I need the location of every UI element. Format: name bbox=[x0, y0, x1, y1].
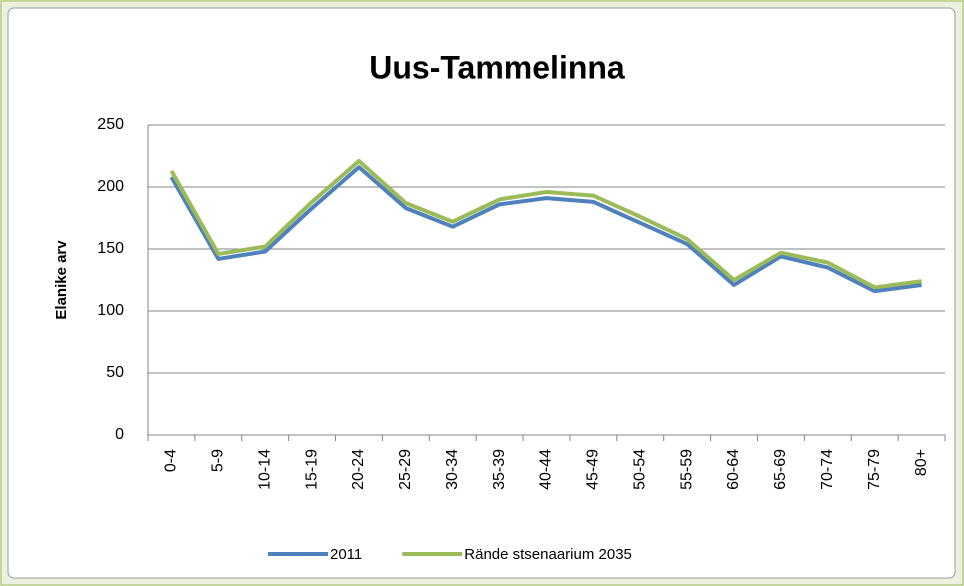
y-tick-label: 250 bbox=[97, 116, 124, 133]
legend-label: Rände stsenaarium 2035 bbox=[464, 546, 632, 563]
y-tick-label: 150 bbox=[97, 240, 124, 257]
y-tick-label: 100 bbox=[97, 302, 124, 319]
x-tick-label: 40-44 bbox=[538, 449, 555, 490]
legend-label: 2011 bbox=[330, 546, 362, 563]
x-tick-label: 80+ bbox=[913, 449, 930, 476]
x-tick-label: 65-69 bbox=[772, 449, 789, 490]
x-tick-label: 60-64 bbox=[725, 449, 742, 490]
x-tick-label: 30-34 bbox=[444, 449, 461, 490]
y-tick-label: 0 bbox=[115, 426, 124, 443]
x-tick-label: 70-74 bbox=[819, 449, 836, 490]
chart-title: Uus-Tammelinna bbox=[369, 49, 625, 85]
y-axis-label: Elanike arv bbox=[53, 240, 70, 320]
x-tick-label: 10-14 bbox=[256, 449, 273, 490]
panel bbox=[7, 7, 956, 579]
x-tick-label: 15-19 bbox=[303, 449, 320, 490]
series-line bbox=[169, 165, 922, 294]
x-tick-label: 55-59 bbox=[678, 449, 695, 490]
x-tick-label: 35-39 bbox=[491, 449, 508, 490]
x-tick-label: 25-29 bbox=[397, 449, 414, 490]
x-tick-label: 20-24 bbox=[350, 449, 367, 490]
x-tick-label: 75-79 bbox=[866, 449, 883, 490]
x-tick-label: 5-9 bbox=[210, 449, 227, 472]
series-line bbox=[169, 158, 922, 290]
x-tick-label: 45-49 bbox=[585, 449, 602, 490]
y-tick-label: 50 bbox=[106, 364, 124, 381]
x-tick-label: 0-4 bbox=[163, 449, 180, 472]
y-tick-label: 200 bbox=[97, 178, 124, 195]
x-tick-label: 50-54 bbox=[631, 449, 648, 490]
